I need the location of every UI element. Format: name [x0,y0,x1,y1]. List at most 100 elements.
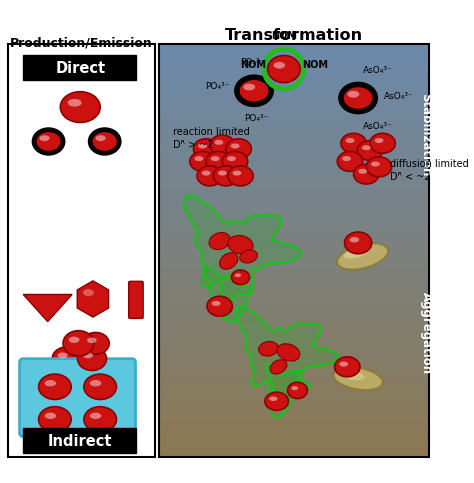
Bar [159,388,429,390]
Bar [159,426,429,427]
Ellipse shape [230,149,252,155]
Bar [159,405,429,406]
Bar [159,193,429,194]
Bar [159,129,429,130]
Bar [159,243,429,245]
Bar [159,277,429,278]
Bar [159,379,429,380]
Bar [159,84,429,85]
Bar [159,408,429,409]
Bar [159,442,429,443]
Bar [159,300,429,301]
Bar [159,231,429,233]
Bar [159,162,429,164]
Bar [159,169,429,170]
Bar [159,209,429,211]
Bar [159,296,429,298]
Bar [159,285,429,286]
Ellipse shape [210,162,232,168]
Ellipse shape [347,91,359,98]
Ellipse shape [235,278,250,282]
Ellipse shape [291,391,308,396]
Bar [159,148,429,150]
Text: Direct: Direct [55,61,105,76]
Bar [159,154,429,156]
Polygon shape [77,281,109,317]
Bar [159,252,429,253]
Bar [159,135,429,136]
Bar [159,299,429,300]
Bar [159,242,429,243]
Bar [159,347,429,348]
Bar [159,433,429,434]
Bar [159,266,429,267]
Bar [159,164,429,165]
Ellipse shape [193,139,219,159]
Bar [159,446,429,448]
Bar [159,355,429,357]
Bar [159,142,429,143]
Bar [159,365,429,367]
Ellipse shape [235,273,241,277]
Bar [159,85,429,86]
Ellipse shape [45,412,56,419]
Bar [159,263,429,264]
Bar [159,71,429,72]
Bar [159,140,429,142]
Bar [159,310,429,311]
Bar [159,372,429,373]
Bar [159,93,429,95]
Bar [159,176,429,177]
Bar [159,224,429,226]
Bar [159,409,429,411]
Bar [159,208,429,209]
Bar [159,222,429,223]
Bar [159,456,429,457]
Bar [159,62,429,63]
Bar [159,151,429,153]
Bar [159,122,429,124]
Bar [159,113,429,114]
Bar [159,89,429,91]
Ellipse shape [207,296,232,316]
Ellipse shape [190,152,215,171]
Bar [159,451,429,452]
Ellipse shape [227,156,236,161]
Bar [159,438,429,440]
Ellipse shape [345,232,372,254]
Bar [159,314,429,315]
Bar [159,128,429,129]
Bar [159,435,429,437]
Bar [159,198,429,199]
Bar [159,168,429,169]
Bar [159,427,429,428]
Polygon shape [236,307,338,418]
FancyBboxPatch shape [19,359,136,437]
Bar [159,375,429,376]
Bar [159,303,429,304]
Ellipse shape [63,331,94,356]
Ellipse shape [231,143,239,148]
Bar [159,156,429,157]
Bar [159,67,429,69]
Bar [159,319,429,321]
Bar [159,132,429,133]
Bar [159,311,429,313]
Polygon shape [266,364,310,412]
Ellipse shape [337,243,388,270]
Ellipse shape [370,133,395,153]
Bar [159,146,429,147]
Bar [159,54,429,55]
Ellipse shape [202,170,210,176]
Bar [159,117,429,118]
Ellipse shape [341,133,366,153]
Ellipse shape [349,243,373,250]
Bar [159,440,429,441]
Ellipse shape [96,135,106,141]
Bar [159,358,429,359]
Bar [159,206,429,208]
Bar [159,370,429,372]
Ellipse shape [60,92,100,123]
Bar [159,332,429,333]
Bar [159,343,429,344]
